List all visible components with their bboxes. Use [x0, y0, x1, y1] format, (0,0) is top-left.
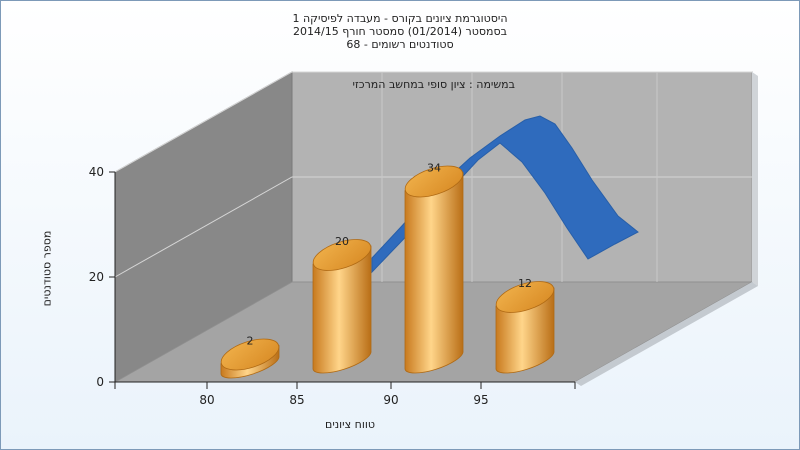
- wall-edge-shadow: [752, 72, 758, 286]
- x-axis-label: טווח ציונים: [325, 418, 375, 431]
- bar-body: [312, 245, 372, 374]
- chart-title-line-2: בסמסטר (01/2014) סמסטר חורף 2014/15: [293, 25, 507, 38]
- chart-subtitle: במשימה : ציון סופי במחשב המרכזי: [352, 78, 516, 91]
- x-tick-label: 85: [289, 393, 304, 407]
- bar: 12: [495, 277, 555, 374]
- bars: 2 20 34 12: [220, 162, 555, 379]
- data-label: 34: [427, 162, 441, 175]
- data-label: 12: [518, 277, 532, 290]
- floor-edge-shadow: [575, 282, 758, 386]
- x-tick-label: 95: [473, 393, 488, 407]
- data-label: 2: [247, 335, 254, 348]
- x-axis: 80 85 90 95: [114, 381, 576, 407]
- x-tick-label: 80: [199, 393, 214, 407]
- y-tick-label: 20: [89, 270, 104, 284]
- bar-cap: [312, 239, 372, 271]
- bar: 20: [312, 235, 372, 374]
- bar-cap: [404, 165, 464, 198]
- chart-title-line-1: היסטוגרמת ציונים בקורס - מעבדה לפיסיקה 1: [292, 12, 508, 25]
- bar: 2: [220, 335, 280, 379]
- bar: 34: [404, 162, 464, 374]
- y-axis: 0 20 40: [89, 165, 116, 389]
- y-axis-label: מספר סטודנטים: [40, 230, 54, 307]
- bar-cap: [220, 338, 280, 371]
- chart-title-line-3: סטודנטים רשומים - 68: [346, 38, 454, 51]
- y-tick-label: 0: [96, 375, 104, 389]
- bar-cap: [495, 281, 555, 313]
- data-label: 20: [335, 235, 349, 248]
- gridlines: [114, 71, 752, 282]
- gridline: [114, 176, 752, 278]
- gridline: [114, 71, 752, 173]
- y-tick-label: 40: [89, 165, 104, 179]
- bar-body: [404, 171, 464, 374]
- x-tick-label: 90: [383, 393, 398, 407]
